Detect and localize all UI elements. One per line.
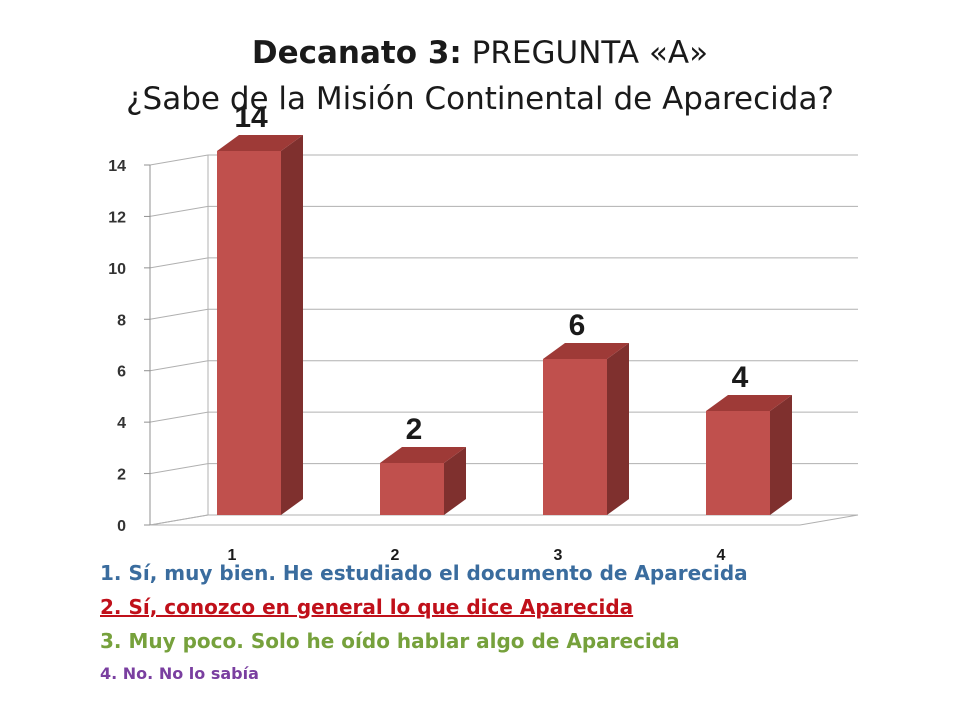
y-tick-label: 14 bbox=[108, 158, 126, 175]
bar-top bbox=[217, 135, 303, 151]
bar-front bbox=[217, 151, 281, 515]
bar-2 bbox=[380, 447, 466, 515]
bar-front bbox=[706, 411, 770, 515]
chart-title: Decanato 3: PREGUNTA «A» ¿Sabe de la Mis… bbox=[0, 30, 960, 122]
data-label-4: 4 bbox=[732, 361, 749, 394]
data-label-2: 2 bbox=[406, 413, 423, 446]
gridline-side-2 bbox=[149, 411, 209, 423]
gridline-side-3 bbox=[149, 360, 209, 372]
legend-item-4: 4. No. No lo sabía bbox=[100, 664, 259, 683]
bar-4 bbox=[706, 395, 792, 515]
data-label-1: 14 bbox=[234, 101, 268, 134]
bar-side bbox=[770, 395, 792, 515]
bar-front bbox=[380, 463, 444, 515]
gridline-side-4 bbox=[149, 308, 209, 320]
bar-top bbox=[380, 447, 466, 463]
y-tick-label: 4 bbox=[117, 415, 126, 432]
gridline-side-6 bbox=[149, 205, 209, 217]
y-tick-label: 6 bbox=[117, 364, 126, 381]
bar-top bbox=[543, 343, 629, 359]
legend: 1. Sí, muy bien. He estudiado el documen… bbox=[100, 556, 748, 690]
chart-floor bbox=[149, 514, 859, 526]
bar-3 bbox=[543, 343, 629, 515]
chart-subtitle: ¿Sabe de la Misión Continental de Aparec… bbox=[126, 81, 834, 117]
gridline-side-1 bbox=[149, 463, 209, 475]
title-bold: Decanato 3: bbox=[251, 35, 462, 71]
data-label-3: 6 bbox=[569, 309, 586, 342]
x-tick-label-3: 3 bbox=[554, 547, 563, 564]
bar-front bbox=[543, 359, 607, 515]
bar-side bbox=[444, 447, 466, 515]
gridline-side-5 bbox=[149, 257, 209, 269]
y-tick-label: 12 bbox=[108, 209, 126, 226]
y-tick-label: 0 bbox=[117, 518, 126, 535]
legend-item-1: 1. Sí, muy bien. He estudiado el documen… bbox=[100, 561, 748, 585]
title-rest: PREGUNTA «A» bbox=[471, 35, 709, 71]
gridline-side-7 bbox=[149, 154, 209, 166]
bar-top bbox=[706, 395, 792, 411]
y-tick-label: 10 bbox=[108, 261, 126, 278]
x-tick-label-4: 4 bbox=[717, 547, 726, 564]
y-tick-label: 8 bbox=[117, 312, 126, 329]
x-tick-label-1: 1 bbox=[228, 547, 237, 564]
y-tick-label: 2 bbox=[117, 467, 126, 484]
bar-side bbox=[281, 135, 303, 515]
bar-side bbox=[607, 343, 629, 515]
x-tick-label-2: 2 bbox=[391, 547, 400, 564]
bar-1 bbox=[217, 135, 303, 515]
title-line-1: Decanato 3: PREGUNTA «A» bbox=[0, 30, 960, 76]
legend-item-3: 3. Muy poco. Solo he oído hablar algo de… bbox=[100, 629, 680, 653]
legend-item-2: 2. Sí, conozco en general lo que dice Ap… bbox=[100, 595, 634, 619]
